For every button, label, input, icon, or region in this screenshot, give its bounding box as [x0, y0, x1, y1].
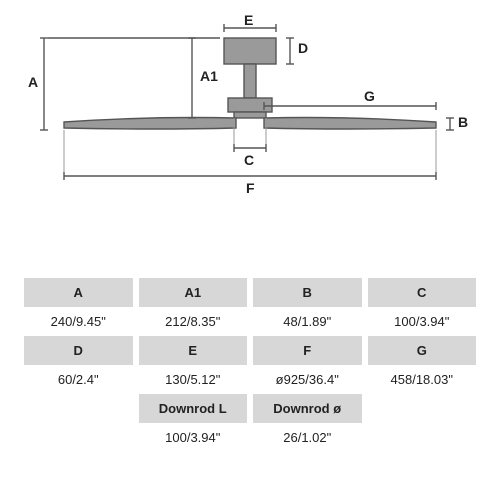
- hdr-A1: A1: [139, 278, 248, 307]
- label-D: D: [298, 40, 308, 56]
- val-A1: 212/8.35": [139, 307, 248, 336]
- val-D: 60/2.4": [24, 365, 133, 394]
- val-downrod-l: 100/3.94": [139, 423, 248, 452]
- hdr-D: D: [24, 336, 133, 365]
- val-G: 458/18.03": [368, 365, 477, 394]
- label-C: C: [244, 152, 254, 168]
- hdr-downrod-l: Downrod L: [139, 394, 248, 423]
- hdr-F: F: [253, 336, 362, 365]
- val-downrod-d: 26/1.02": [253, 423, 362, 452]
- val-C: 100/3.94": [368, 307, 477, 336]
- hdr-downrod-d: Downrod ø: [253, 394, 362, 423]
- hdr-C: C: [368, 278, 477, 307]
- label-A1: A1: [200, 68, 218, 84]
- label-B: B: [458, 114, 468, 130]
- fan-dimension-diagram: E D A A1 B G C F: [24, 18, 476, 228]
- hdr-A: A: [24, 278, 133, 307]
- hdr-E: E: [139, 336, 248, 365]
- val-B: 48/1.89": [253, 307, 362, 336]
- val-A: 240/9.45": [24, 307, 133, 336]
- val-E: 130/5.12": [139, 365, 248, 394]
- label-G: G: [364, 88, 375, 104]
- label-A: A: [28, 74, 38, 90]
- spec-table: A A1 B C 240/9.45" 212/8.35" 48/1.89" 10…: [24, 278, 476, 452]
- label-E: E: [244, 12, 253, 28]
- val-F: ø925/36.4": [253, 365, 362, 394]
- hdr-G: G: [368, 336, 477, 365]
- label-F: F: [246, 180, 255, 196]
- hdr-B: B: [253, 278, 362, 307]
